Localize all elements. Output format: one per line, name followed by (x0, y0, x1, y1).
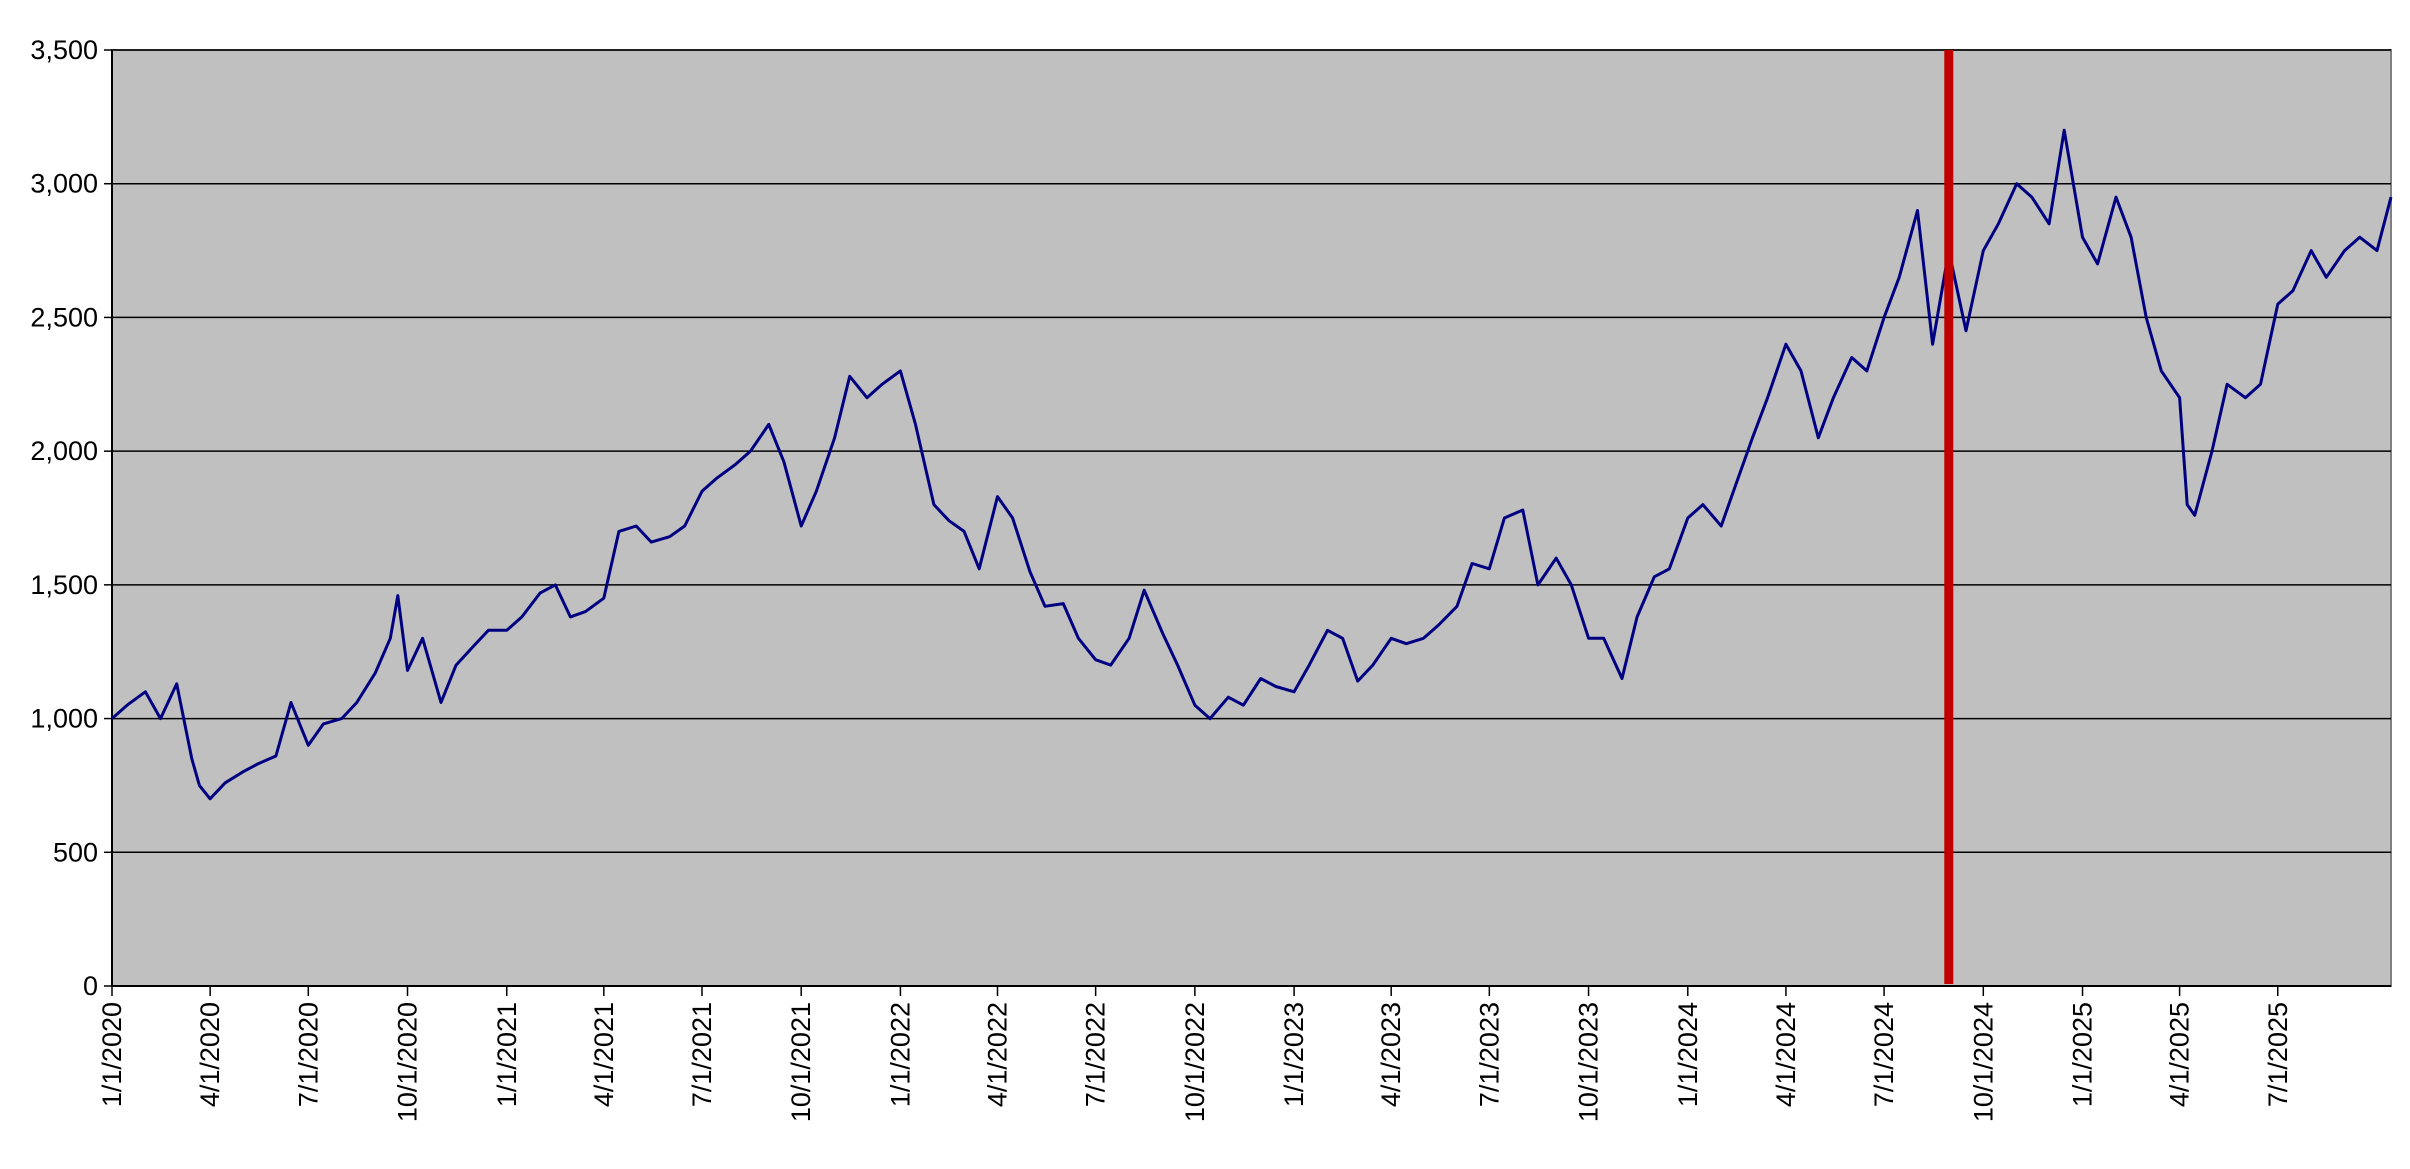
x-tick-label: 4/1/2024 (1771, 1002, 1801, 1107)
y-tick-label: 1,500 (30, 570, 98, 600)
x-tick-label: 1/1/2025 (2068, 1002, 2098, 1107)
data-line (111, 128, 2393, 801)
x-tick-label: 1/1/2021 (492, 1002, 522, 1107)
plot-area (111, 49, 2392, 987)
y-tick-label: 0 (83, 971, 98, 1001)
y-tick-label: 3,500 (30, 35, 98, 65)
y-tick-label: 2,500 (30, 302, 98, 332)
x-tick-label: 7/1/2022 (1081, 1002, 1111, 1107)
x-tick-label: 4/1/2025 (2165, 1002, 2195, 1107)
y-tick-label: 1,000 (30, 704, 98, 734)
y-tick-label: 500 (53, 837, 98, 867)
x-tick-label: 1/1/2022 (885, 1002, 915, 1107)
x-tick-label: 7/1/2021 (687, 1002, 717, 1107)
x-tick-label: 1/1/2024 (1673, 1002, 1703, 1107)
y-tick-label: 2,000 (30, 436, 98, 466)
x-tick-label: 1/1/2020 (97, 1002, 127, 1107)
x-tick-label: 7/1/2023 (1474, 1002, 1504, 1107)
x-tick-label: 4/1/2021 (589, 1002, 619, 1107)
y-tick-label: 3,000 (30, 169, 98, 199)
x-tick-label: 7/1/2020 (293, 1002, 323, 1107)
x-tick-label: 7/1/2024 (1869, 1002, 1899, 1107)
x-tick-label: 4/1/2020 (195, 1002, 225, 1107)
x-tick-label: 7/1/2025 (2263, 1002, 2293, 1107)
x-tick-label: 10/1/2021 (786, 1002, 816, 1122)
x-tick-label: 10/1/2024 (1968, 1002, 1998, 1122)
x-tick-label: 4/1/2023 (1376, 1002, 1406, 1107)
x-tick-label: 10/1/2020 (393, 1002, 423, 1122)
x-tick-label: 1/1/2023 (1279, 1002, 1309, 1107)
x-tick-label: 4/1/2022 (982, 1002, 1012, 1107)
x-tick-label: 10/1/2022 (1180, 1002, 1210, 1122)
x-tick-label: 10/1/2023 (1574, 1002, 1604, 1122)
